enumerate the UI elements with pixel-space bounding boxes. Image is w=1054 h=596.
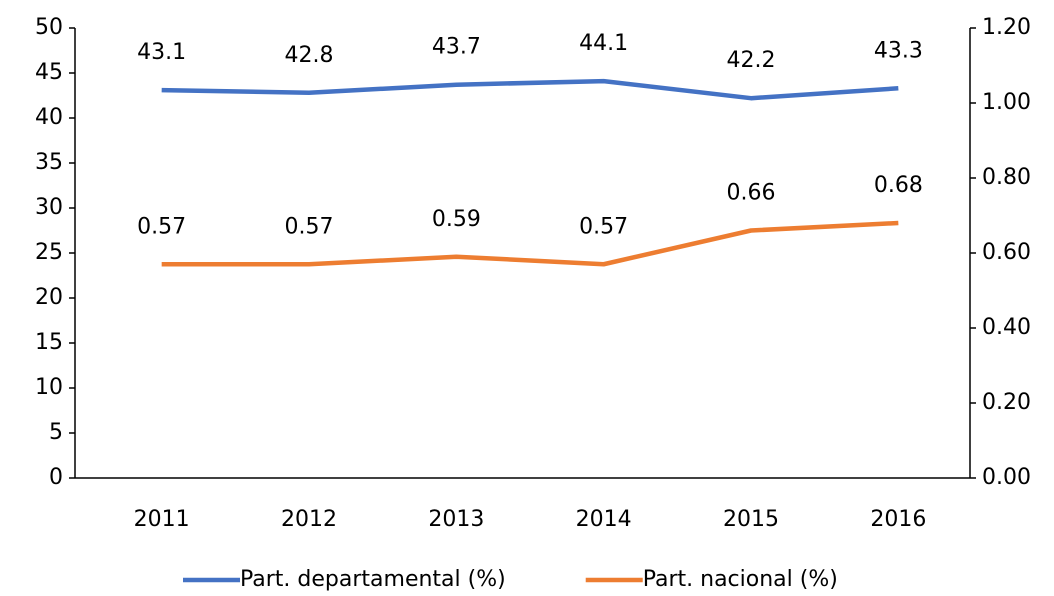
y2-tick-label: 1.20 xyxy=(982,15,1031,40)
y-tick-label: 10 xyxy=(35,375,63,400)
y-tick-label: 25 xyxy=(35,240,63,265)
y-tick-label: 0 xyxy=(49,465,63,490)
x-tick-label: 2016 xyxy=(870,507,926,532)
data-label: 42.2 xyxy=(727,48,776,73)
data-label: 43.1 xyxy=(137,40,186,65)
data-label: 42.8 xyxy=(285,43,334,68)
y2-tick-label: 0.40 xyxy=(982,315,1031,340)
x-tick-label: 2014 xyxy=(576,507,632,532)
data-label: 0.57 xyxy=(137,214,186,239)
y-tick-label: 5 xyxy=(49,420,63,445)
y2-tick-label: 1.00 xyxy=(982,90,1031,115)
legend-label: Part. nacional (%) xyxy=(643,567,838,592)
y-tick-label: 20 xyxy=(35,285,63,310)
data-label: 0.68 xyxy=(874,173,923,198)
y-tick-label: 15 xyxy=(35,330,63,355)
y-tick-label: 30 xyxy=(35,195,63,220)
x-tick-label: 2011 xyxy=(134,507,190,532)
y2-tick-label: 0.60 xyxy=(982,240,1031,265)
data-label: 0.57 xyxy=(579,214,628,239)
x-tick-label: 2013 xyxy=(428,507,484,532)
data-label: 44.1 xyxy=(579,31,628,56)
y-tick-label: 40 xyxy=(35,105,63,130)
y-tick-label: 50 xyxy=(35,15,63,40)
y2-tick-label: 0.80 xyxy=(982,165,1031,190)
data-label: 0.57 xyxy=(285,214,334,239)
data-label: 43.7 xyxy=(432,35,481,60)
y2-tick-label: 0.20 xyxy=(982,390,1031,415)
data-label: 0.66 xyxy=(727,181,776,206)
series-line xyxy=(161,78,899,101)
legend-label: Part. departamental (%) xyxy=(240,567,506,592)
x-tick-label: 2012 xyxy=(281,507,337,532)
data-label: 43.3 xyxy=(874,38,923,63)
series-line xyxy=(161,220,899,267)
data-label: 0.59 xyxy=(432,207,481,232)
y-tick-label: 35 xyxy=(35,150,63,175)
x-tick-label: 2015 xyxy=(723,507,779,532)
y2-tick-label: 0.00 xyxy=(982,465,1031,490)
y-tick-label: 45 xyxy=(35,60,63,85)
